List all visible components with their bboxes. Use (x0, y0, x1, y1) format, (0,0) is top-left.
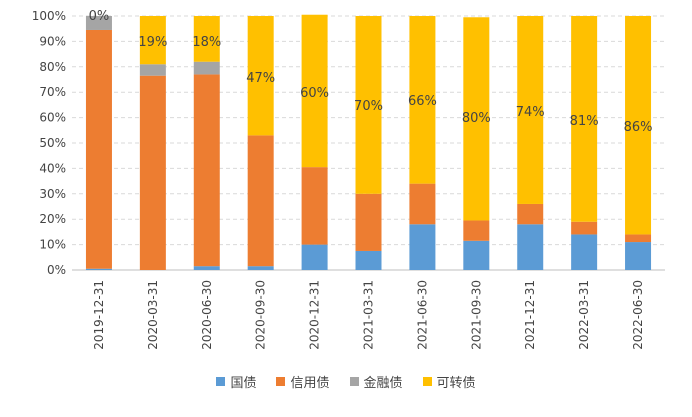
legend-item: 国债 (216, 372, 256, 391)
y-tick-label: 50% (39, 136, 66, 150)
bar-segment (355, 16, 382, 194)
x-axis: 2019-12-31 2020-03-31 2020-06-30 2020-09-30… (92, 280, 645, 350)
x-tick-label: 2022-06-30 (631, 280, 645, 350)
bar-segment (571, 234, 598, 270)
data-label: 18% (192, 35, 221, 50)
legend-item: 可转债 (422, 372, 476, 391)
x-tick-label: 2020-03-31 (146, 280, 160, 350)
bar-segment (301, 167, 328, 245)
legend-label: 信用债 (290, 376, 330, 391)
bar-segment (193, 266, 220, 270)
bar-segment (517, 203, 544, 225)
bar-segment (193, 74, 220, 267)
legend-item: 金融债 (349, 372, 403, 391)
legend: 国债 信用债 金融债 可转债 (0, 372, 692, 391)
legend-label: 国债 (230, 376, 257, 391)
bar-segment (463, 220, 490, 241)
data-label: 47% (246, 71, 275, 86)
legend-swatch (422, 377, 432, 386)
y-tick-label: 40% (39, 161, 66, 175)
bar-segment (517, 224, 544, 270)
data-label: 60% (300, 86, 329, 101)
bar-segment (247, 266, 274, 270)
bars (85, 14, 652, 270)
bar-segment (409, 224, 436, 270)
y-tick-label: 0% (47, 263, 66, 277)
bar-segment (85, 268, 112, 270)
bar-segment (85, 16, 112, 30)
data-labels: 0% 19% 18% 47% 60% 70% 66% 80% 74% 81% 86% (89, 9, 653, 135)
bar-segment (85, 29, 112, 269)
bar-segment (193, 16, 220, 62)
y-tick-label: 70% (39, 85, 66, 99)
data-label: 0% (89, 9, 110, 24)
x-tick-label: 2020-09-30 (254, 280, 268, 350)
x-tick-label: 2020-06-30 (200, 280, 214, 350)
bar-segment (463, 240, 490, 270)
bar-segment (625, 234, 652, 243)
y-tick-label: 20% (39, 212, 66, 226)
legend-swatch (349, 377, 359, 386)
data-label: 86% (624, 120, 653, 135)
y-tick-label: 60% (39, 111, 66, 125)
data-label: 74% (516, 105, 545, 120)
legend-swatch (216, 377, 226, 386)
x-tick-label: 2022-03-31 (577, 280, 591, 350)
bar-segment (247, 16, 274, 136)
legend-label: 金融债 (363, 376, 403, 391)
bar-segment (571, 16, 598, 222)
legend-swatch (276, 377, 286, 386)
y-tick-label: 80% (39, 60, 66, 74)
x-tick-label: 2019-12-31 (92, 280, 106, 350)
bar-segment (355, 250, 382, 270)
legend-label: 可转债 (436, 376, 476, 391)
data-label: 70% (354, 99, 383, 114)
bar-segment (355, 193, 382, 251)
bar-segment (409, 16, 436, 184)
bar-segment (139, 16, 166, 65)
stacked-bar-chart: 0% 10% 20% 30% 40% 50% 60% 70% 80% 90% 100% 0% 19% 1… (32, 9, 665, 350)
bar-segment (247, 135, 274, 267)
y-tick-label: 10% (39, 238, 66, 252)
bar-segment (625, 16, 652, 235)
data-label: 66% (408, 94, 437, 109)
y-tick-label: 30% (39, 187, 66, 201)
x-tick-label: 2021-12-31 (523, 280, 537, 350)
data-label: 19% (138, 35, 167, 50)
bar-segment (139, 75, 166, 270)
x-tick-label: 2021-09-30 (469, 280, 483, 350)
bar-segment (301, 14, 328, 168)
x-tick-label: 2021-03-31 (362, 280, 376, 350)
x-tick-label: 2021-06-30 (415, 280, 429, 350)
y-tick-label: 100% (32, 9, 66, 23)
bar-segment (571, 221, 598, 235)
y-tick-label: 90% (39, 34, 66, 48)
data-label: 81% (570, 114, 599, 129)
bar-segment (193, 61, 220, 75)
bar-segment (139, 64, 166, 76)
y-axis: 0% 10% 20% 30% 40% 50% 60% 70% 80% 90% 100% (32, 9, 665, 277)
data-label: 80% (462, 111, 491, 126)
bar-segment (409, 183, 436, 225)
bar-segment (301, 244, 328, 270)
bar-segment (463, 17, 490, 221)
bar-segment (625, 242, 652, 270)
legend-item: 信用债 (276, 372, 330, 391)
x-tick-label: 2020-12-31 (308, 280, 322, 350)
bar-segment (517, 16, 544, 204)
